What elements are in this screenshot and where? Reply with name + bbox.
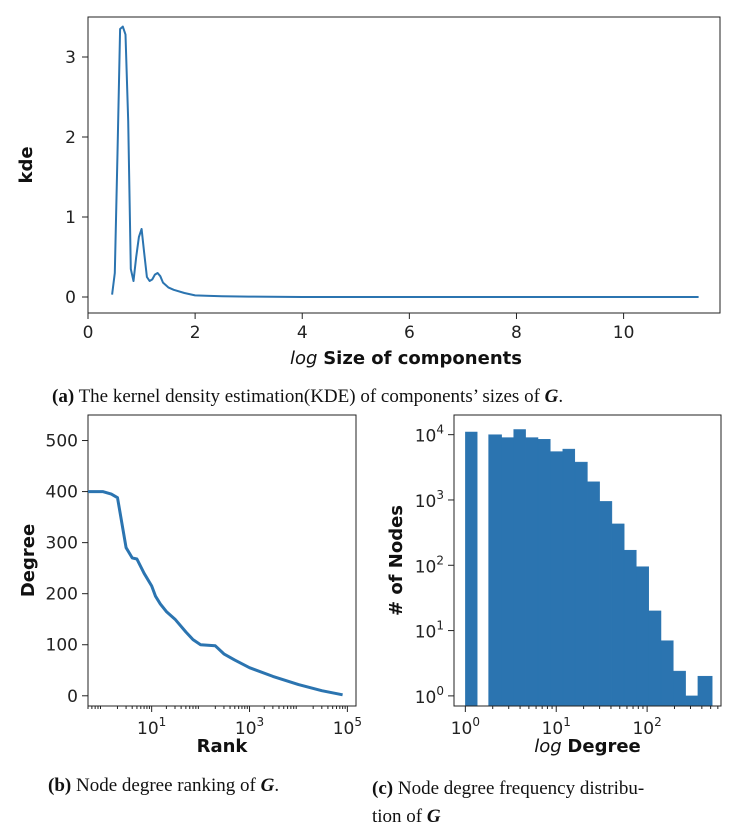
chart-b-ytick-label: 300 bbox=[46, 534, 78, 554]
chart-c-bar bbox=[550, 451, 564, 707]
caption-b-label: (b) bbox=[48, 775, 72, 796]
caption-c-label: (c) bbox=[372, 778, 394, 799]
chart-b-xlabel: Rank bbox=[197, 736, 249, 757]
caption-a-label: (a) bbox=[52, 386, 75, 407]
chart-a-xtick-label: 6 bbox=[404, 323, 415, 343]
chart-a-kde-line bbox=[111, 25, 699, 298]
chart-a-xtick-label: 0 bbox=[83, 323, 94, 343]
caption-c-text: Node degree frequency distribu- bbox=[397, 778, 645, 799]
chart-a-xtick-label: 2 bbox=[190, 323, 201, 343]
caption-a-text: The kernel density estimation(KDE) of co… bbox=[78, 386, 540, 407]
chart-c-bar bbox=[648, 610, 662, 707]
chart-c-bar bbox=[587, 481, 600, 707]
chart-a-xtick-label: 8 bbox=[511, 323, 522, 343]
caption-c: (c) Node degree frequency distribu- tion… bbox=[372, 775, 732, 831]
caption-c-var: G bbox=[426, 806, 441, 827]
chart-c-bar bbox=[501, 437, 514, 707]
chart-b-xtick-label: 101 bbox=[137, 715, 166, 739]
chart-c-xlabel: log Degree bbox=[534, 736, 641, 757]
chart-c-bar bbox=[574, 461, 588, 707]
chart-b-degree-line bbox=[88, 490, 343, 697]
chart-a-ytick-label: 2 bbox=[65, 128, 76, 148]
chart-a-xtick-label: 10 bbox=[613, 323, 635, 343]
caption-a: (a) The kernel density estimation(KDE) o… bbox=[52, 386, 563, 408]
caption-b-var: G bbox=[260, 775, 275, 796]
caption-b-end: . bbox=[274, 775, 280, 796]
chart-c-ytick-label: 101 bbox=[415, 619, 444, 643]
chart-b-xtick-label: 105 bbox=[333, 715, 362, 739]
chart-a-ytick-label: 0 bbox=[65, 288, 76, 308]
chart-c-frame-top bbox=[453, 414, 722, 707]
chart-b-ylabel: Degree bbox=[18, 524, 39, 597]
chart-c-bar bbox=[562, 448, 576, 707]
chart-c-bar bbox=[599, 501, 613, 707]
chart-a-frame bbox=[87, 16, 721, 314]
chart-a-ytick-label: 1 bbox=[65, 208, 76, 228]
chart-c-bar bbox=[611, 523, 625, 707]
chart-c-ytick-label: 103 bbox=[415, 488, 444, 512]
chart-a-ylabel: kde bbox=[16, 146, 37, 183]
chart-c-bar bbox=[537, 439, 551, 707]
chart-b-ytick-label: 500 bbox=[46, 432, 78, 452]
caption-b-text: Node degree ranking of bbox=[75, 775, 256, 796]
chart-b-xtick-label: 103 bbox=[235, 715, 264, 739]
chart-b-ytick-label: 200 bbox=[46, 585, 78, 605]
chart-c-bar bbox=[488, 434, 502, 707]
chart-b-ytick-label: 0 bbox=[67, 687, 78, 707]
caption-c-text2: tion of bbox=[372, 806, 423, 827]
chart-a-xtick-label: 4 bbox=[297, 323, 308, 343]
chart-c-bar bbox=[623, 549, 637, 707]
chart-c-bar bbox=[636, 566, 649, 707]
caption-c-line2: tion of G bbox=[372, 803, 732, 831]
chart-c-ytick-label: 104 bbox=[415, 423, 444, 447]
chart-b-ytick-label: 400 bbox=[46, 483, 78, 503]
chart-c-ytick-label: 102 bbox=[415, 553, 444, 577]
chart-c-xtick-label: 100 bbox=[451, 715, 480, 739]
chart-c-bar bbox=[660, 640, 674, 707]
chart-b-ytick-label: 100 bbox=[46, 636, 78, 656]
chart-b-frame bbox=[87, 414, 357, 707]
chart-c-ytick-label: 100 bbox=[415, 684, 444, 708]
chart-a-xlabel: log Size of components bbox=[290, 348, 522, 369]
caption-c-line1: (c) Node degree frequency distribu- bbox=[372, 775, 732, 803]
chart-c-xtick-label: 101 bbox=[542, 715, 571, 739]
chart-c-xtick-label: 102 bbox=[632, 715, 661, 739]
chart-c-bar bbox=[685, 695, 699, 707]
chart-c-bar bbox=[697, 675, 713, 707]
chart-c-ylabel: # of Nodes bbox=[386, 505, 407, 616]
chart-c-bar bbox=[465, 431, 478, 707]
caption-a-end: . bbox=[558, 386, 564, 407]
chart-c-bar bbox=[525, 437, 539, 707]
chart-c-bar bbox=[513, 429, 526, 707]
caption-b: (b) Node degree ranking of G. bbox=[48, 775, 279, 797]
chart-a-ytick-label: 3 bbox=[65, 48, 76, 68]
caption-a-var: G bbox=[544, 386, 559, 407]
chart-c-bar bbox=[673, 670, 686, 707]
